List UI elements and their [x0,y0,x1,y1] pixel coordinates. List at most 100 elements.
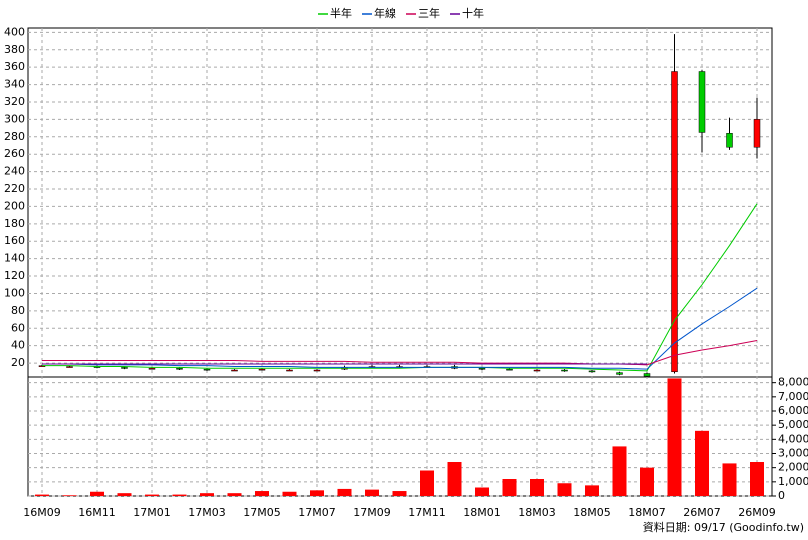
source: 資料日期: 09/17 (Goodinfo.tw) [643,520,804,534]
x-tick-label: 18M03 [518,506,556,519]
candle-body [561,369,568,372]
candle-body [643,373,651,377]
y-tick-label: 280 [4,130,25,143]
volume-bar [172,494,187,496]
volume-bar [557,483,572,496]
y-tick-label: 40 [11,339,25,352]
candle-body [726,133,733,148]
y2-tick-label: 1,000 [778,475,808,488]
x-tick-label: 16M09 [23,506,61,519]
legend-label: 十年 [462,6,484,20]
y-tick-label: 180 [4,217,25,230]
volume-bar [695,430,709,496]
y2-tick-label: 3,000 [778,447,808,460]
y2-tick-label: 6,000 [778,404,808,417]
x-tick-label: 17M01 [133,506,171,519]
y-tick-label: 400 [4,25,25,38]
y-tick-label: 60 [11,321,25,334]
candle-body [753,119,761,148]
volume-bar [392,491,407,496]
y-tick-label: 120 [4,269,25,282]
volume-bar [90,491,104,496]
ma-line [42,203,758,372]
y-tick-label: 220 [4,182,25,195]
volume-bar [530,479,544,496]
ma-line [42,287,758,370]
x-tick-label: 18M05 [573,506,611,519]
volume-bar [255,491,269,496]
x-tick-label: 17M07 [298,506,336,519]
x-tick-label: 18M01 [463,506,501,519]
y-tick-label: 80 [11,304,25,317]
y-tick-label: 20 [11,356,25,369]
candle-body [588,370,596,373]
ma-line [42,339,758,366]
plot-frame [27,27,773,497]
volume-bar [62,495,77,496]
volume-bar [200,493,214,496]
x-tick-label: 26M09 [738,506,776,519]
y-tick-label: 320 [4,95,25,108]
x-tick-label: 26M07 [683,506,721,519]
y-tick-label: 160 [4,234,25,247]
candle-body [533,369,541,372]
candle-body [616,372,623,375]
y-tick-label: 260 [4,147,25,160]
candle-body [671,71,678,373]
volume-bar [640,467,654,496]
candle-body [176,368,183,370]
volume-bar [145,494,159,496]
legend-label: 半年 [330,6,352,20]
y-tick-label: 100 [4,286,25,299]
volume-bar [722,463,737,496]
x-tick-label: 16M11 [78,506,116,519]
x-tick-label: 18M07 [628,506,666,519]
legend-label: 年線 [374,6,396,20]
y-tick-label: 140 [4,252,25,265]
y2-tick-label: 8,000 [778,376,808,389]
y-tick-label: 300 [4,112,25,125]
volume-bar [420,470,434,496]
candle-body [231,369,238,372]
volume-bar [227,493,242,496]
y2-tick-label: 7,000 [778,390,808,403]
y-tick-label: 340 [4,78,25,91]
x-tick-label: 17M09 [353,506,391,519]
candle-body [148,368,156,370]
volume-bar [447,462,462,496]
candle-body [286,369,293,372]
volume-bar [365,489,379,496]
x-tick-label: 17M05 [243,506,281,519]
volume-bar [612,446,627,496]
candle-body [258,368,266,371]
candle-body [478,368,486,370]
x-tick-label: 17M03 [188,506,226,519]
volume-bar [117,493,132,496]
volume-bar [667,378,682,496]
volume-bar [310,490,324,496]
volume-bar [750,462,764,496]
volume-bar [282,491,297,496]
legend-label: 三年 [418,6,440,20]
candle-body [66,366,73,368]
y-tick-label: 380 [4,43,25,56]
y2-tick-label: 0 [778,489,785,502]
volume-bar [475,487,489,496]
candle-body [203,368,211,371]
candle-body [506,368,513,371]
volume-bar [502,479,517,496]
y-tick-label: 240 [4,165,25,178]
y2-tick-label: 5,000 [778,418,808,431]
x-tick-label: 17M11 [408,506,446,519]
y2-tick-label: 4,000 [778,432,808,445]
volume-bar [35,494,49,496]
volume-bar [585,485,599,496]
y2-tick-label: 2,000 [778,461,808,474]
volume-bar [337,488,352,496]
candle-body [698,71,706,133]
candle-body [313,369,321,372]
y-tick-label: 360 [4,60,25,73]
candle-body [121,367,128,369]
y-tick-label: 200 [4,199,25,212]
